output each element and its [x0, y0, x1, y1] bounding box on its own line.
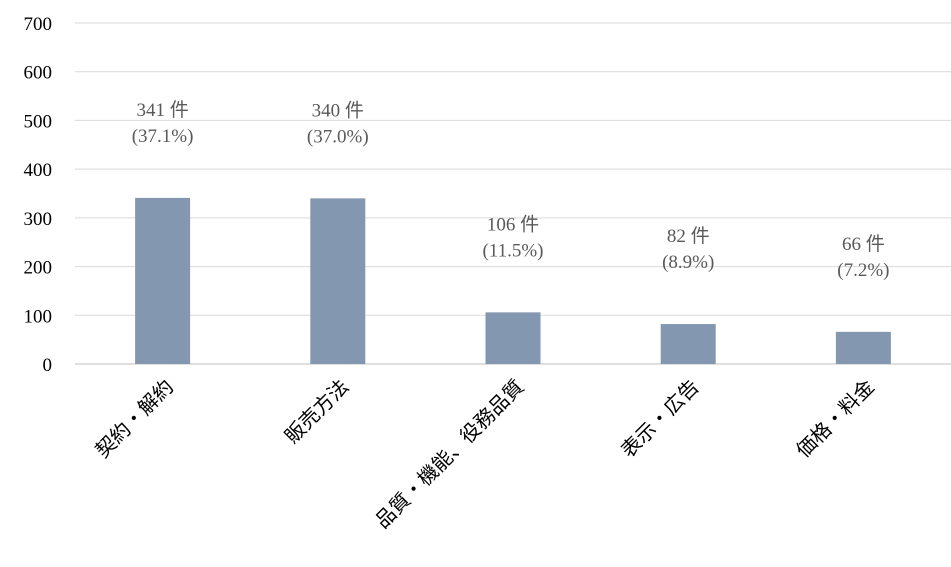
bar	[485, 312, 541, 364]
data-label-count: 66 件	[842, 233, 885, 255]
category-label: 価格・料金	[791, 375, 879, 463]
y-tick-label: 500	[24, 111, 53, 132]
data-labels: 341 件 (37.1%) 340 件 (37.0%) 106 件 (11.5%) 82 件…	[132, 99, 890, 281]
data-label-percent: (11.5%)	[482, 240, 543, 261]
y-axis-tick-labels: 0 100 200 300 400 500 600 700	[24, 14, 53, 376]
data-label-percent: (8.9%)	[662, 252, 714, 273]
data-label-percent: (37.1%)	[132, 126, 194, 147]
data-label-count: 340 件	[312, 99, 364, 121]
y-tick-label: 400	[24, 160, 53, 181]
bars	[135, 197, 891, 364]
data-label-count: 341 件	[136, 99, 188, 121]
category-label: 表示・広告	[616, 375, 704, 463]
data-label-percent: (37.0%)	[307, 126, 369, 147]
category-label: 販売方法	[280, 375, 354, 449]
bar	[135, 197, 191, 364]
category-label: 契約・解約	[90, 375, 178, 463]
y-tick-label: 300	[24, 209, 53, 230]
y-tick-label: 100	[24, 306, 53, 327]
y-tick-label: 0	[43, 355, 53, 376]
bar	[660, 324, 716, 364]
gridlines	[75, 22, 951, 365]
y-tick-label: 200	[24, 258, 53, 279]
data-label-percent: (7.2%)	[837, 260, 889, 281]
bar	[835, 331, 891, 364]
bar	[310, 198, 366, 364]
data-label-count: 82 件	[667, 225, 710, 247]
data-label-count: 106 件	[487, 213, 539, 235]
y-tick-label: 600	[24, 63, 53, 84]
x-axis-category-labels: 契約・解約 販売方法 品質・機能、役務品質 表示・広告 価格・料金	[90, 375, 878, 533]
y-tick-label: 700	[24, 14, 53, 35]
category-label: 品質・機能、役務品質	[370, 375, 528, 533]
